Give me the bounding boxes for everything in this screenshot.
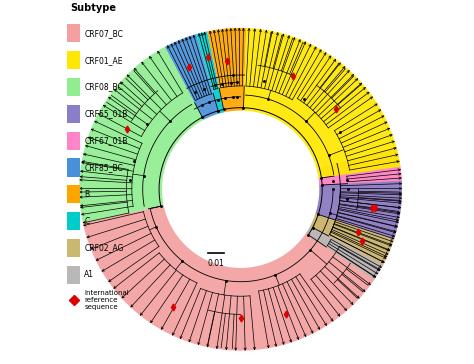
FancyBboxPatch shape xyxy=(67,212,80,230)
Text: 0.01: 0.01 xyxy=(208,258,225,268)
Text: CRF02_AG: CRF02_AG xyxy=(84,244,124,253)
Text: International
reference
sequence: International reference sequence xyxy=(84,290,129,310)
Text: CRF55_01B: CRF55_01B xyxy=(84,109,128,118)
Polygon shape xyxy=(310,213,394,265)
Polygon shape xyxy=(163,111,319,267)
Polygon shape xyxy=(79,47,204,223)
Text: CRF08_BC: CRF08_BC xyxy=(84,83,123,91)
FancyBboxPatch shape xyxy=(67,185,80,203)
FancyBboxPatch shape xyxy=(67,132,80,150)
Text: C: C xyxy=(84,217,90,226)
FancyBboxPatch shape xyxy=(67,51,80,69)
Polygon shape xyxy=(243,28,401,178)
Polygon shape xyxy=(305,226,383,280)
Text: CRF85_BC: CRF85_BC xyxy=(84,163,123,172)
Polygon shape xyxy=(196,31,224,114)
Text: Subtype: Subtype xyxy=(71,3,117,12)
FancyBboxPatch shape xyxy=(67,239,80,257)
Text: A1: A1 xyxy=(84,270,94,279)
Text: CRF07_BC: CRF07_BC xyxy=(84,29,123,38)
Text: CRF67_01B: CRF67_01B xyxy=(84,136,128,145)
Polygon shape xyxy=(318,167,402,185)
Polygon shape xyxy=(83,147,402,351)
FancyBboxPatch shape xyxy=(67,158,80,177)
FancyBboxPatch shape xyxy=(67,24,80,42)
Polygon shape xyxy=(315,181,402,239)
Polygon shape xyxy=(165,34,219,120)
Polygon shape xyxy=(207,28,246,113)
Text: B: B xyxy=(84,190,90,199)
FancyBboxPatch shape xyxy=(67,105,80,123)
Text: CRF01_AE: CRF01_AE xyxy=(84,56,123,65)
FancyBboxPatch shape xyxy=(67,78,80,96)
FancyBboxPatch shape xyxy=(67,266,80,284)
